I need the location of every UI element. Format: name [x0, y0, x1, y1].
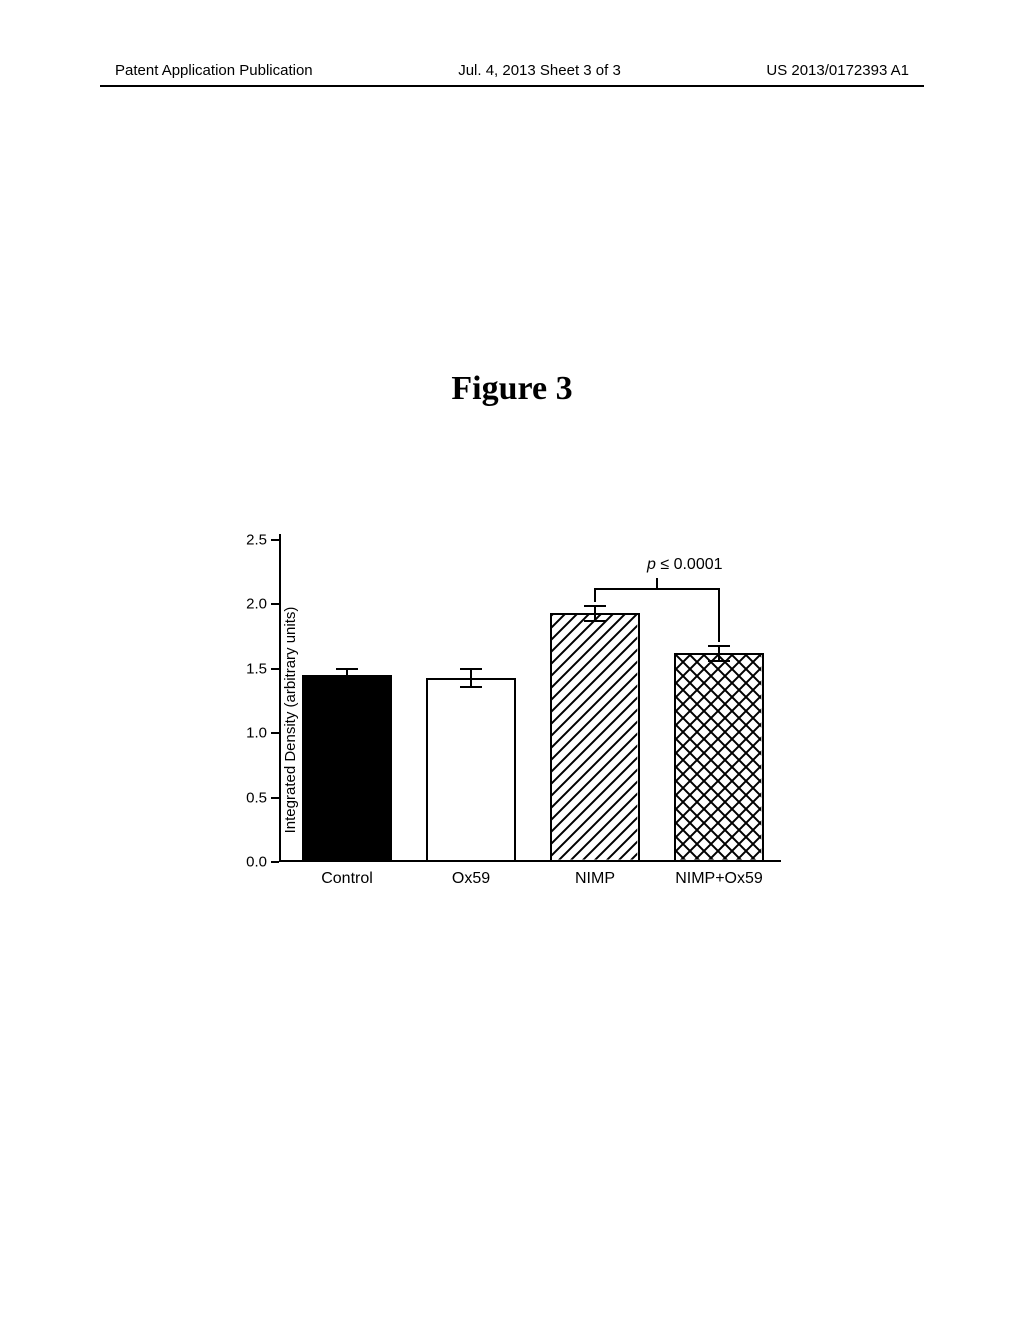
error-cap: [708, 660, 730, 662]
figure-title: Figure 3: [0, 370, 1024, 408]
bar-nimp: [550, 613, 639, 862]
error-cap: [460, 668, 482, 670]
x-label: Ox59: [452, 870, 490, 888]
bar-control: [302, 675, 391, 862]
error-cap: [460, 686, 482, 688]
p-value-label: p ≤ 0.0001: [647, 556, 723, 574]
y-tick: [271, 603, 279, 605]
x-label: NIMP+Ox59: [675, 870, 763, 888]
bar-ox59: [426, 678, 515, 862]
x-label: Control: [321, 870, 373, 888]
bar-nimp-ox59: [674, 653, 763, 862]
error-bar: [594, 606, 596, 621]
y-tick-label: 2.0: [246, 596, 267, 613]
error-cap: [584, 605, 606, 607]
error-cap: [336, 681, 358, 683]
header-right: US 2013/0172393 A1: [766, 62, 909, 79]
error-bar: [470, 669, 472, 687]
sig-bracket-arm: [718, 588, 720, 642]
error-cap: [584, 620, 606, 622]
plot-area: 0.00.51.01.52.02.5 ControlOx59NIMPNIMP+O…: [279, 540, 775, 862]
y-tick-label: 0.5: [246, 789, 267, 806]
y-tick-label: 0.0: [246, 854, 267, 871]
header-left: Patent Application Publication: [115, 62, 313, 79]
sig-bracket-arm: [594, 588, 596, 602]
y-tick: [271, 732, 279, 734]
header-center: Jul. 4, 2013 Sheet 3 of 3: [458, 62, 621, 79]
y-tick-label: 1.5: [246, 660, 267, 677]
y-tick: [271, 861, 279, 863]
y-axis-line: [279, 534, 281, 862]
error-cap: [336, 668, 358, 670]
x-label: NIMP: [575, 870, 615, 888]
y-tick: [271, 797, 279, 799]
header-rule: [100, 85, 924, 87]
y-tick-label: 2.5: [246, 532, 267, 549]
sig-bracket: [595, 588, 719, 590]
error-cap: [708, 645, 730, 647]
sig-bracket-tick: [656, 578, 658, 588]
error-bar: [718, 646, 720, 661]
bar-chart: Integrated Density (arbitrary units) 0.0…: [205, 530, 785, 910]
y-tick: [271, 668, 279, 670]
y-tick: [271, 539, 279, 541]
y-tick-label: 1.0: [246, 725, 267, 742]
